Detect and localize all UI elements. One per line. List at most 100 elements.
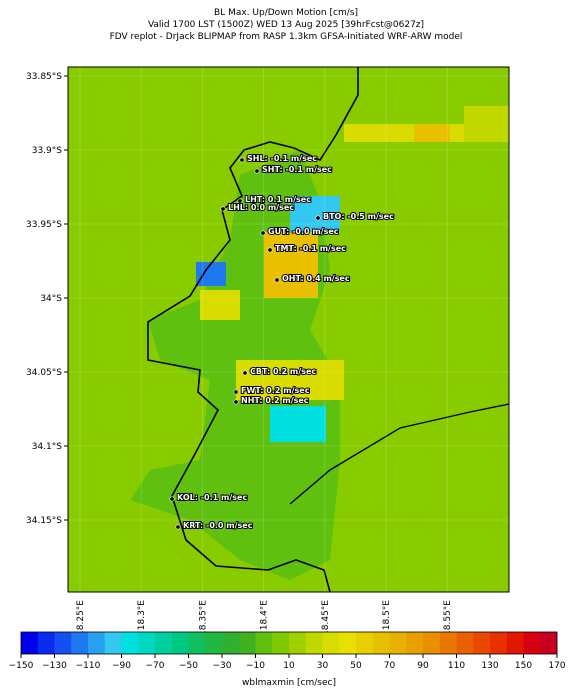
colorbar-swatch (104, 632, 122, 654)
station-label: KOL: -0.1 m/sec (177, 493, 247, 502)
map-frame (67, 66, 510, 593)
colorbar-swatch (37, 632, 55, 654)
field-patch (200, 290, 240, 320)
colorbar-swatch (523, 632, 541, 654)
colorbar-swatch (171, 632, 189, 654)
lat-label: 33.9°S (32, 146, 63, 156)
field-patch (290, 196, 340, 232)
station-label: LHL: 0.0 m/sec (228, 203, 294, 212)
title-line: BL Max. Up/Down Motion [cm/s] (214, 8, 358, 18)
field-patch (264, 232, 318, 298)
station-dot (242, 370, 248, 376)
colorbar-tick-label: 90 (417, 661, 429, 671)
colorbar-swatch (473, 632, 491, 654)
station-label: CBT: 0.2 m/sec (250, 367, 316, 376)
colorbar-swatch (456, 632, 474, 654)
lon-label: 18.45°E (321, 600, 331, 636)
colorbar-tick-label: 10 (283, 661, 295, 671)
colorbar-tick-label: 30 (317, 661, 329, 671)
lon-label: 18.25°E (76, 600, 86, 636)
station-label: NHT: 0.2 m/sec (241, 396, 309, 405)
colorbar-tick-label: −30 (213, 661, 232, 671)
colorbar-swatch (155, 632, 173, 654)
station-label: SHT: -0.1 m/sec (262, 165, 332, 174)
station-dot (274, 277, 280, 283)
colorbar-swatch (121, 632, 139, 654)
colorbar-tick-label: −70 (146, 661, 165, 671)
colorbar-swatch (406, 632, 424, 654)
station-dot (254, 168, 260, 174)
colorbar-swatch (322, 632, 340, 654)
colorbar-tick-label: 110 (448, 661, 465, 671)
colorbar-label: wblmaxmin [cm/sec] (242, 678, 336, 688)
colorbar-tick-label: −150 (9, 661, 34, 671)
colorbar-swatch (255, 632, 273, 654)
colorbar-swatch (71, 632, 89, 654)
lon-label: 18.4°E (260, 600, 270, 631)
colorbar-swatch (238, 632, 256, 654)
lat-label: 34.05°S (26, 368, 62, 378)
colorbar-swatch (205, 632, 223, 654)
lon-label: 18.3°E (137, 600, 147, 631)
colorbar-swatch (339, 632, 357, 654)
station-label: OHT: 0.4 m/sec (282, 274, 350, 283)
field-patch (414, 124, 450, 142)
colorbar-swatch (54, 632, 72, 654)
station-label: FWT: 0.2 m/sec (241, 386, 310, 395)
colorbar-swatch (439, 632, 457, 654)
colorbar-tick-label: −50 (179, 661, 198, 671)
colorbar-swatch (222, 632, 240, 654)
colorbar-tick-label: −130 (42, 661, 67, 671)
coastline (147, 67, 359, 593)
station-dot (260, 230, 266, 236)
colorbar-swatch (88, 632, 106, 654)
station-label: BTO: -0.5 m/sec (323, 212, 394, 221)
colorbar-swatch (21, 632, 39, 654)
colorbar-swatch (356, 632, 374, 654)
map (67, 66, 510, 593)
colorbar-tick-label: −110 (76, 661, 101, 671)
colorbar-swatch (305, 632, 323, 654)
lat-label: 33.85°S (26, 72, 62, 82)
station-dot (169, 496, 175, 502)
title-line: Valid 1700 LST (1500Z) WED 13 Aug 2025 [… (148, 20, 424, 30)
colorbar-swatch (389, 632, 407, 654)
title-line: FDV replot - DrJack BLIPMAP from RASP 1.… (110, 32, 463, 42)
field-patch (464, 106, 509, 142)
station-dot (233, 399, 239, 405)
colorbar-tick-label: −90 (112, 661, 131, 671)
field-patch (236, 360, 344, 400)
lat-label: 34°S (40, 294, 62, 304)
colorbar-tick-label: 150 (515, 661, 532, 671)
field-patch (196, 262, 226, 286)
colorbar-tick-label: 70 (384, 661, 396, 671)
station-label: GUT: -0.0 m/sec (268, 227, 339, 236)
field-patch (270, 406, 326, 442)
lat-label: 33.95°S (26, 220, 62, 230)
colorbar-tick-label: −10 (246, 661, 265, 671)
station-dot (267, 247, 273, 253)
lon-label: 18.5°E (382, 600, 392, 631)
station-label: TMT: -0.1 m/sec (275, 244, 346, 253)
station-label: LHT: 0.1 m/sec (245, 195, 311, 204)
colorbar-tick-label: 130 (481, 661, 498, 671)
station-label: KRT: -0.0 m/sec (183, 521, 253, 530)
lon-label: 18.55°E (443, 600, 453, 636)
station-label: SHL: -0.1 m/sec (247, 154, 317, 163)
colorbar-swatch (423, 632, 441, 654)
colorbar-swatch (272, 632, 290, 654)
colorbar-swatch (490, 632, 508, 654)
colorbar-swatch (188, 632, 206, 654)
colorbar-swatch (506, 632, 524, 654)
colorbar-tick-label: 170 (548, 661, 565, 671)
station-dot (239, 157, 245, 163)
station-dot (233, 389, 239, 395)
station-dot (220, 206, 226, 212)
colorbar-swatch (289, 632, 307, 654)
colorbar-swatch (138, 632, 156, 654)
station-dot (237, 198, 243, 204)
station-dot (175, 524, 181, 530)
lon-label: 18.35°E (198, 600, 208, 636)
lat-label: 34.1°S (32, 442, 63, 452)
